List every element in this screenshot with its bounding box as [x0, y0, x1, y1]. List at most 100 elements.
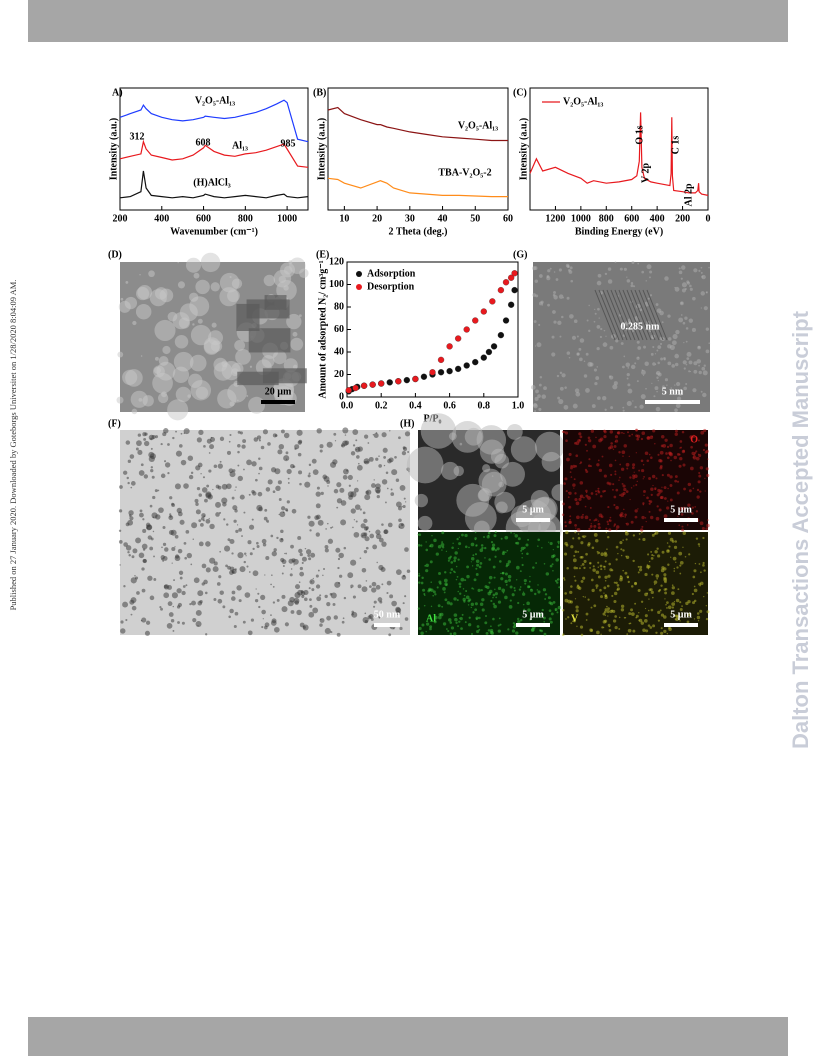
texture: [576, 584, 580, 587]
texture: [492, 602, 496, 606]
texture: [368, 456, 374, 462]
texture: [459, 616, 463, 621]
texture: [580, 565, 582, 567]
texture: [592, 444, 597, 449]
texture: [256, 435, 262, 440]
texture: [162, 542, 167, 547]
texture: [582, 496, 585, 499]
texture: [572, 403, 578, 409]
texture: [500, 461, 525, 487]
texture: [547, 303, 550, 307]
texture: [379, 600, 383, 604]
texture: [229, 538, 235, 545]
texture: [210, 436, 213, 439]
texture: [465, 590, 467, 593]
texture: [659, 310, 664, 316]
texture: [620, 608, 625, 612]
texture: [470, 602, 475, 607]
texture: [308, 472, 311, 475]
texture: [183, 483, 189, 489]
texture: [396, 611, 401, 616]
texture: [692, 296, 696, 301]
texture: [454, 617, 458, 622]
texture: [418, 572, 420, 575]
texture: [437, 544, 442, 549]
texture: [465, 595, 470, 600]
texture: [471, 565, 474, 567]
texture: [265, 487, 271, 492]
annotation: O 1s: [634, 125, 645, 144]
series-line: [327, 106, 508, 142]
texture: [470, 632, 474, 636]
x-axis-label: Wavenumber (cm⁻¹): [170, 226, 258, 237]
texture: [627, 580, 630, 584]
texture: [619, 541, 623, 545]
texture: [612, 448, 615, 450]
texture: [705, 327, 710, 331]
texture: [301, 556, 307, 562]
texture: [630, 608, 634, 612]
texture: [607, 615, 609, 617]
texture: [623, 508, 625, 511]
texture: [652, 624, 656, 628]
texture: [615, 505, 619, 510]
texture: [577, 533, 580, 535]
texture: [590, 492, 594, 495]
texture: [654, 386, 659, 391]
texture: [532, 566, 535, 569]
texture: [563, 404, 569, 410]
texture: [633, 471, 635, 473]
texture: [581, 562, 585, 566]
texture: [575, 605, 579, 609]
texture: [652, 429, 656, 433]
texture: [420, 413, 457, 449]
texture: [699, 609, 703, 613]
texture: [617, 552, 619, 555]
texture: [258, 605, 261, 609]
texture: [136, 440, 142, 447]
texture: [577, 536, 581, 540]
texture: [686, 351, 692, 357]
texture: [231, 552, 234, 555]
texture: [442, 622, 447, 626]
texture: [675, 617, 679, 622]
texture: [495, 596, 498, 599]
texture: [447, 629, 450, 633]
texture: [642, 502, 645, 505]
texture: [464, 533, 468, 538]
texture: [161, 546, 163, 549]
texture: [336, 498, 343, 504]
series-label: V₂O₅-Al₁₃: [195, 95, 235, 106]
legend-label: Adsorption: [367, 268, 416, 279]
texture: [194, 498, 199, 503]
texture: [434, 593, 437, 596]
texture: [623, 432, 625, 435]
texture: [544, 593, 548, 596]
texture: [162, 345, 171, 355]
data-point: [369, 381, 376, 388]
texture: [650, 352, 654, 356]
texture: [671, 586, 675, 590]
texture: [700, 271, 703, 274]
texture: [595, 539, 599, 543]
texture: [377, 597, 383, 602]
texture: [326, 522, 329, 525]
texture: [522, 603, 525, 606]
x-tick-label: 200: [113, 213, 128, 224]
texture: [390, 488, 393, 491]
texture: [504, 595, 508, 600]
texture: [537, 394, 541, 398]
texture: [663, 573, 667, 577]
texture: [481, 608, 485, 612]
texture: [466, 565, 470, 569]
texture: [638, 618, 643, 623]
texture: [479, 562, 483, 565]
texture: [650, 608, 654, 612]
texture: [181, 590, 186, 596]
x-tick-label: 600: [624, 213, 639, 224]
texture: [627, 628, 632, 633]
texture: [381, 432, 387, 438]
texture: [541, 546, 543, 549]
texture: [494, 555, 497, 558]
texture: [363, 518, 368, 523]
